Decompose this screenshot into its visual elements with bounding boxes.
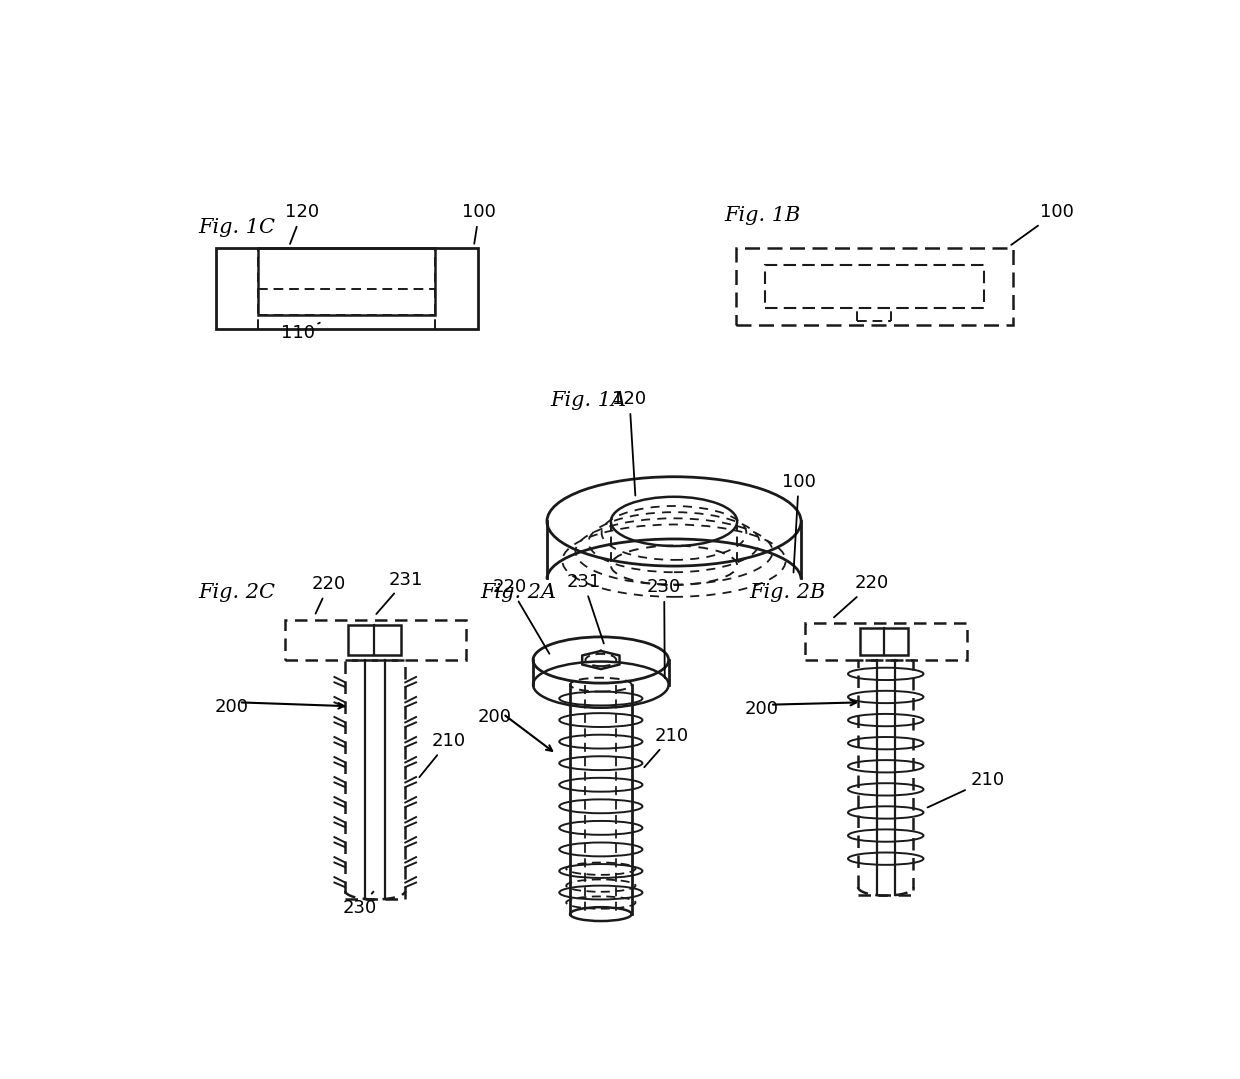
Text: 120: 120 — [613, 391, 646, 495]
Text: 220: 220 — [312, 575, 346, 614]
Text: 210: 210 — [928, 770, 1004, 807]
Bar — [345, 660, 405, 899]
Text: Fig. 1A: Fig. 1A — [551, 391, 627, 410]
Text: 110: 110 — [281, 323, 320, 342]
Text: Fig. 1C: Fig. 1C — [198, 218, 275, 236]
Text: Fig. 2A: Fig. 2A — [480, 584, 556, 602]
Text: 231: 231 — [376, 571, 424, 614]
Text: 230: 230 — [647, 578, 681, 678]
Bar — [348, 626, 401, 655]
Text: 100: 100 — [781, 473, 816, 573]
Text: 100: 100 — [1011, 203, 1074, 245]
Bar — [858, 660, 914, 894]
Bar — [765, 265, 983, 309]
Text: 200: 200 — [215, 698, 248, 715]
Text: 230: 230 — [343, 891, 377, 916]
Bar — [258, 248, 435, 315]
Text: 100: 100 — [463, 203, 496, 244]
Bar — [216, 248, 477, 329]
Bar — [805, 623, 967, 660]
Text: 210: 210 — [419, 733, 465, 777]
Text: 120: 120 — [285, 203, 319, 244]
Text: 210: 210 — [645, 727, 689, 767]
Bar — [285, 620, 466, 660]
Text: 200: 200 — [745, 700, 779, 718]
Text: Fig. 2B: Fig. 2B — [749, 584, 826, 602]
Bar — [735, 248, 1013, 325]
Text: 200: 200 — [477, 708, 512, 725]
Text: 231: 231 — [567, 573, 604, 643]
Text: Fig. 1B: Fig. 1B — [724, 206, 801, 226]
Text: 220: 220 — [494, 578, 549, 654]
Text: Fig. 2C: Fig. 2C — [198, 584, 275, 602]
Bar — [861, 628, 908, 655]
Text: 220: 220 — [835, 574, 889, 617]
